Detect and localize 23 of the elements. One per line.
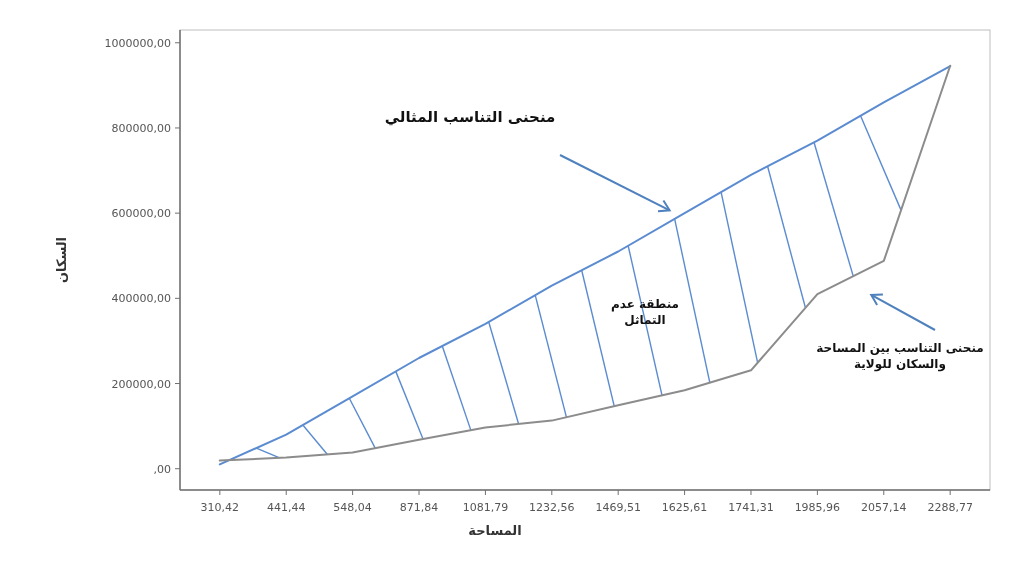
y-tick-label: 600000,00 bbox=[111, 207, 171, 221]
x-tick-label: 441,44 bbox=[266, 501, 306, 514]
x-axis-title: المساحة bbox=[468, 523, 522, 538]
y-tick-label: 1000000,00 bbox=[104, 36, 171, 50]
x-tick-label: 1232,56 bbox=[529, 501, 575, 514]
annotation: منحنى التناسب بين المساحة والسكان للولاية bbox=[816, 341, 984, 372]
x-tick-label: 310,42 bbox=[200, 501, 240, 514]
x-tick-label: 1081,79 bbox=[462, 501, 509, 514]
annotation: منحنى التناسب المثالي bbox=[384, 108, 556, 126]
x-tick-label: 1985,96 bbox=[794, 501, 841, 514]
y-tick-label: ,00 bbox=[153, 462, 171, 476]
x-tick-label: 2288,77 bbox=[927, 501, 973, 514]
y-axis-title: السكان bbox=[54, 236, 69, 284]
x-tick-label: 1741,31 bbox=[728, 501, 774, 514]
y-tick-label: 400000,00 bbox=[111, 292, 171, 306]
y-tick-label: 200000,00 bbox=[111, 377, 171, 391]
x-tick-label: 2057,14 bbox=[861, 501, 907, 514]
x-tick-label: 871,84 bbox=[399, 501, 439, 514]
x-tick-label: 548,04 bbox=[333, 501, 372, 514]
x-tick-label: 1469,51 bbox=[595, 501, 641, 514]
y-tick-label: 800000,00 bbox=[111, 121, 171, 135]
annotation: منطقة عدم التماثل bbox=[610, 297, 680, 327]
x-tick-label: 1625,61 bbox=[661, 501, 708, 514]
